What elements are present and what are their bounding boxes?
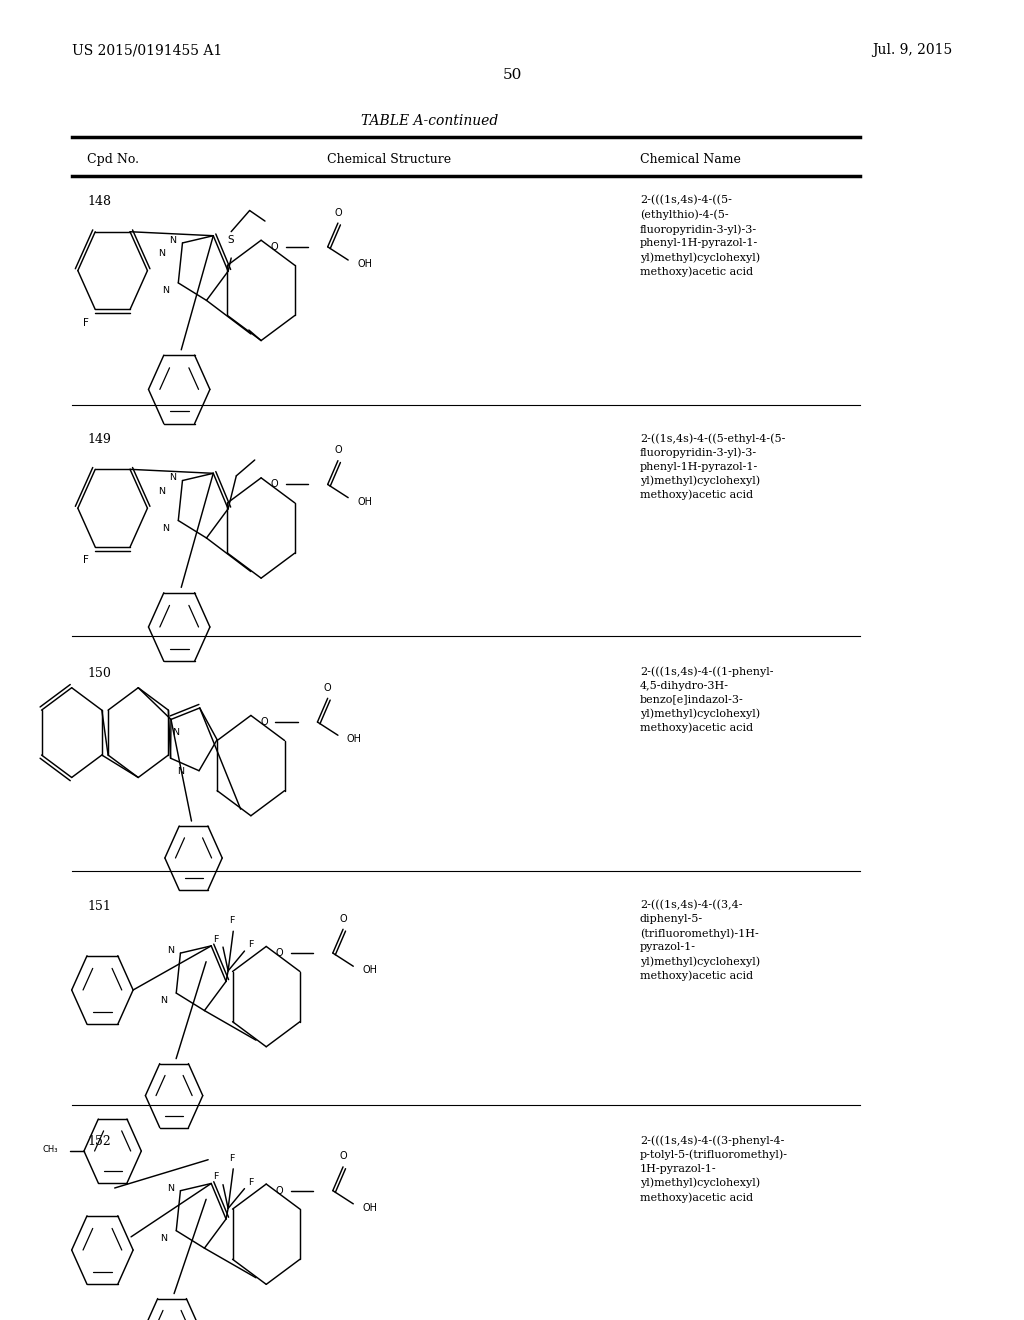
Text: F: F xyxy=(248,940,253,949)
Text: 151: 151 xyxy=(87,900,111,913)
Text: OH: OH xyxy=(362,1203,377,1213)
Text: N: N xyxy=(169,236,176,244)
Text: 150: 150 xyxy=(87,667,111,680)
Text: 152: 152 xyxy=(87,1135,111,1148)
Text: 2-((1s,4s)-4-((5-ethyl-4-(5-
fluoropyridin-3-yl)-3-
phenyl-1H-pyrazol-1-
yl)meth: 2-((1s,4s)-4-((5-ethyl-4-(5- fluoropyrid… xyxy=(640,433,785,500)
Text: TABLE A-continued: TABLE A-continued xyxy=(361,115,499,128)
Text: US 2015/0191455 A1: US 2015/0191455 A1 xyxy=(72,44,222,57)
Text: 2-(((1s,4s)-4-((1-phenyl-
4,5-dihydro-3H-
benzo[e]indazol-3-
yl)methyl)cyclohexy: 2-(((1s,4s)-4-((1-phenyl- 4,5-dihydro-3H… xyxy=(640,667,773,733)
Text: CH₃: CH₃ xyxy=(43,1146,58,1154)
Text: N: N xyxy=(167,1184,174,1192)
Text: Cpd No.: Cpd No. xyxy=(87,153,139,166)
Text: OH: OH xyxy=(347,734,361,744)
Text: O: O xyxy=(275,1185,284,1196)
Text: N: N xyxy=(167,946,174,954)
Text: OH: OH xyxy=(357,496,372,507)
Text: O: O xyxy=(339,1151,347,1162)
Text: N: N xyxy=(159,487,165,495)
Text: Jul. 9, 2015: Jul. 9, 2015 xyxy=(872,44,952,57)
Text: O: O xyxy=(260,717,268,727)
Text: N: N xyxy=(173,729,179,737)
Text: O: O xyxy=(339,913,347,924)
Text: N: N xyxy=(163,524,170,533)
Text: N: N xyxy=(177,767,184,776)
Text: 2-(((1s,4s)-4-((3,4-
diphenyl-5-
(trifluoromethyl)-1H-
pyrazol-1-
yl)methyl)cycl: 2-(((1s,4s)-4-((3,4- diphenyl-5- (triflu… xyxy=(640,900,760,981)
Text: S: S xyxy=(228,235,234,244)
Text: O: O xyxy=(324,682,332,693)
Text: F: F xyxy=(83,556,89,565)
Text: OH: OH xyxy=(357,259,372,269)
Text: F: F xyxy=(229,1154,234,1163)
Text: 149: 149 xyxy=(87,433,111,446)
Text: 2-(((1s,4s)-4-((3-phenyl-4-
p-tolyl-5-(trifluoromethyl)-
1H-pyrazol-1-
yl)methyl: 2-(((1s,4s)-4-((3-phenyl-4- p-tolyl-5-(t… xyxy=(640,1135,788,1203)
Text: O: O xyxy=(270,479,279,490)
Text: 2-(((1s,4s)-4-((5-
(ethylthio)-4-(5-
fluoropyridin-3-yl)-3-
phenyl-1H-pyrazol-1-: 2-(((1s,4s)-4-((5- (ethylthio)-4-(5- flu… xyxy=(640,195,760,277)
Text: N: N xyxy=(161,1234,168,1243)
Text: O: O xyxy=(270,242,279,252)
Text: N: N xyxy=(169,474,176,482)
Text: Chemical Structure: Chemical Structure xyxy=(327,153,452,166)
Text: F: F xyxy=(213,1172,218,1181)
Text: F: F xyxy=(248,1177,253,1187)
Text: N: N xyxy=(163,286,170,296)
Text: OH: OH xyxy=(362,965,377,975)
Text: 50: 50 xyxy=(503,69,521,82)
Text: O: O xyxy=(334,207,342,218)
Text: F: F xyxy=(229,916,234,925)
Text: Chemical Name: Chemical Name xyxy=(640,153,741,166)
Text: F: F xyxy=(213,935,218,944)
Text: N: N xyxy=(161,997,168,1006)
Text: 148: 148 xyxy=(87,195,111,209)
Text: O: O xyxy=(275,948,284,958)
Text: F: F xyxy=(83,318,89,327)
Text: N: N xyxy=(159,249,165,257)
Text: O: O xyxy=(334,445,342,455)
